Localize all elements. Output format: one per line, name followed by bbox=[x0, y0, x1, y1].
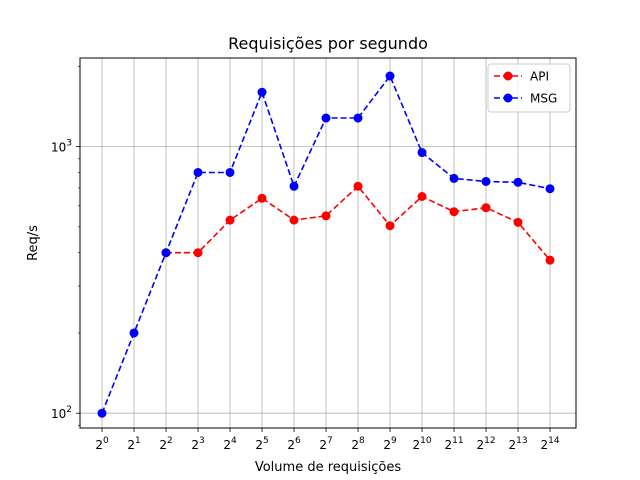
data-point-api bbox=[353, 181, 363, 191]
series-layer bbox=[97, 71, 555, 418]
data-point-api bbox=[545, 255, 555, 265]
legend-label-msg: MSG bbox=[530, 92, 557, 106]
data-point-api bbox=[289, 215, 299, 225]
legend-marker-msg bbox=[503, 93, 513, 103]
data-point-api bbox=[193, 248, 203, 258]
legend-box bbox=[487, 63, 571, 113]
data-point-msg bbox=[353, 113, 363, 123]
y-tick-label: 103 bbox=[51, 139, 72, 155]
data-point-msg bbox=[161, 248, 171, 258]
data-point-msg bbox=[225, 167, 235, 177]
data-point-api bbox=[481, 203, 491, 213]
chart-title: Requisições por segundo bbox=[228, 34, 428, 53]
data-point-msg bbox=[545, 184, 555, 194]
data-point-msg bbox=[257, 87, 267, 97]
legend-marker-api bbox=[503, 71, 513, 81]
data-point-api bbox=[513, 217, 523, 227]
series-api bbox=[161, 181, 555, 265]
series-msg bbox=[97, 71, 555, 418]
legend: API MSG bbox=[487, 63, 571, 113]
data-point-msg bbox=[129, 328, 139, 338]
data-point-msg bbox=[449, 173, 459, 183]
data-point-msg bbox=[385, 71, 395, 81]
data-point-msg bbox=[417, 148, 427, 158]
x-axis-label: Volume de requisições bbox=[255, 460, 402, 475]
y-axis: 102 103 bbox=[51, 66, 80, 426]
data-point-api bbox=[385, 221, 395, 231]
data-point-api bbox=[225, 215, 235, 225]
data-point-api bbox=[449, 207, 459, 217]
data-point-api bbox=[417, 191, 427, 201]
data-point-msg bbox=[513, 177, 523, 187]
data-point-msg bbox=[193, 167, 203, 177]
y-axis-label: Req/s bbox=[26, 225, 41, 261]
plot-frame bbox=[79, 57, 577, 429]
data-point-msg bbox=[97, 408, 107, 418]
data-point-api bbox=[257, 193, 267, 203]
legend-label-api: API bbox=[530, 70, 549, 84]
y-tick-label: 102 bbox=[51, 405, 72, 421]
data-point-api bbox=[321, 211, 331, 221]
data-point-msg bbox=[481, 176, 491, 186]
data-point-msg bbox=[321, 113, 331, 123]
data-point-msg bbox=[289, 181, 299, 191]
